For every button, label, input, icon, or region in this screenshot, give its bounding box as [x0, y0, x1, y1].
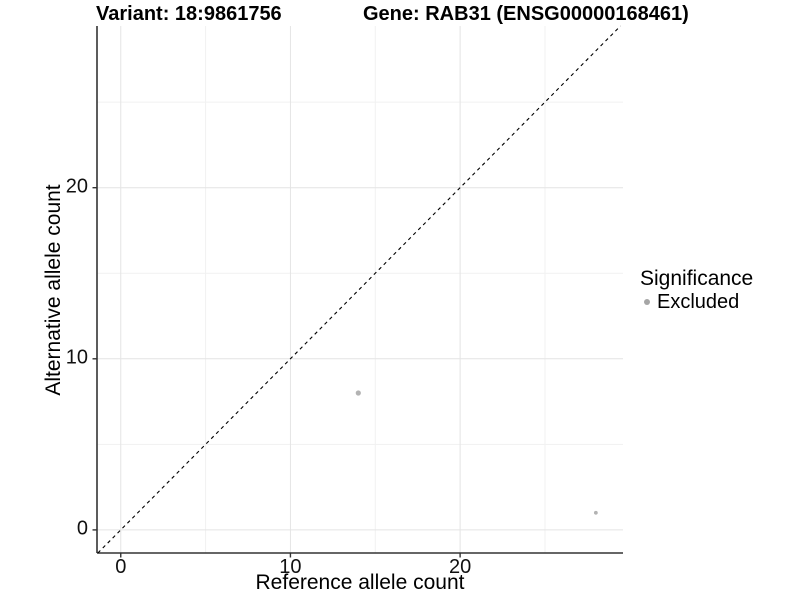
x-tick-label: 0: [115, 556, 127, 578]
data-point: [355, 390, 361, 396]
data-point: [593, 510, 598, 515]
y-axis-title: Alternative allele count: [42, 184, 65, 396]
legend-title: Significance: [640, 267, 754, 290]
x-tick-label: 20: [448, 556, 472, 578]
x-axis-title: Reference allele count: [255, 571, 465, 594]
x-tick-label: 10: [279, 556, 302, 578]
plot-title-gene: Gene: RAB31 (ENSG00000168461): [363, 3, 689, 25]
legend: Significance Excluded: [640, 267, 753, 313]
plot-title-variant: Variant: 18:9861756: [96, 3, 282, 25]
legend-item-label: Excluded: [657, 291, 740, 313]
y-tick-label: 0: [76, 517, 88, 540]
legend-key-dot-icon: [644, 299, 650, 305]
y-tick-label: 20: [65, 175, 88, 198]
identity-dashed-line: [97, 25, 621, 554]
y-tick-label: 10: [65, 346, 88, 369]
legend-item-excluded: Excluded: [640, 291, 753, 313]
